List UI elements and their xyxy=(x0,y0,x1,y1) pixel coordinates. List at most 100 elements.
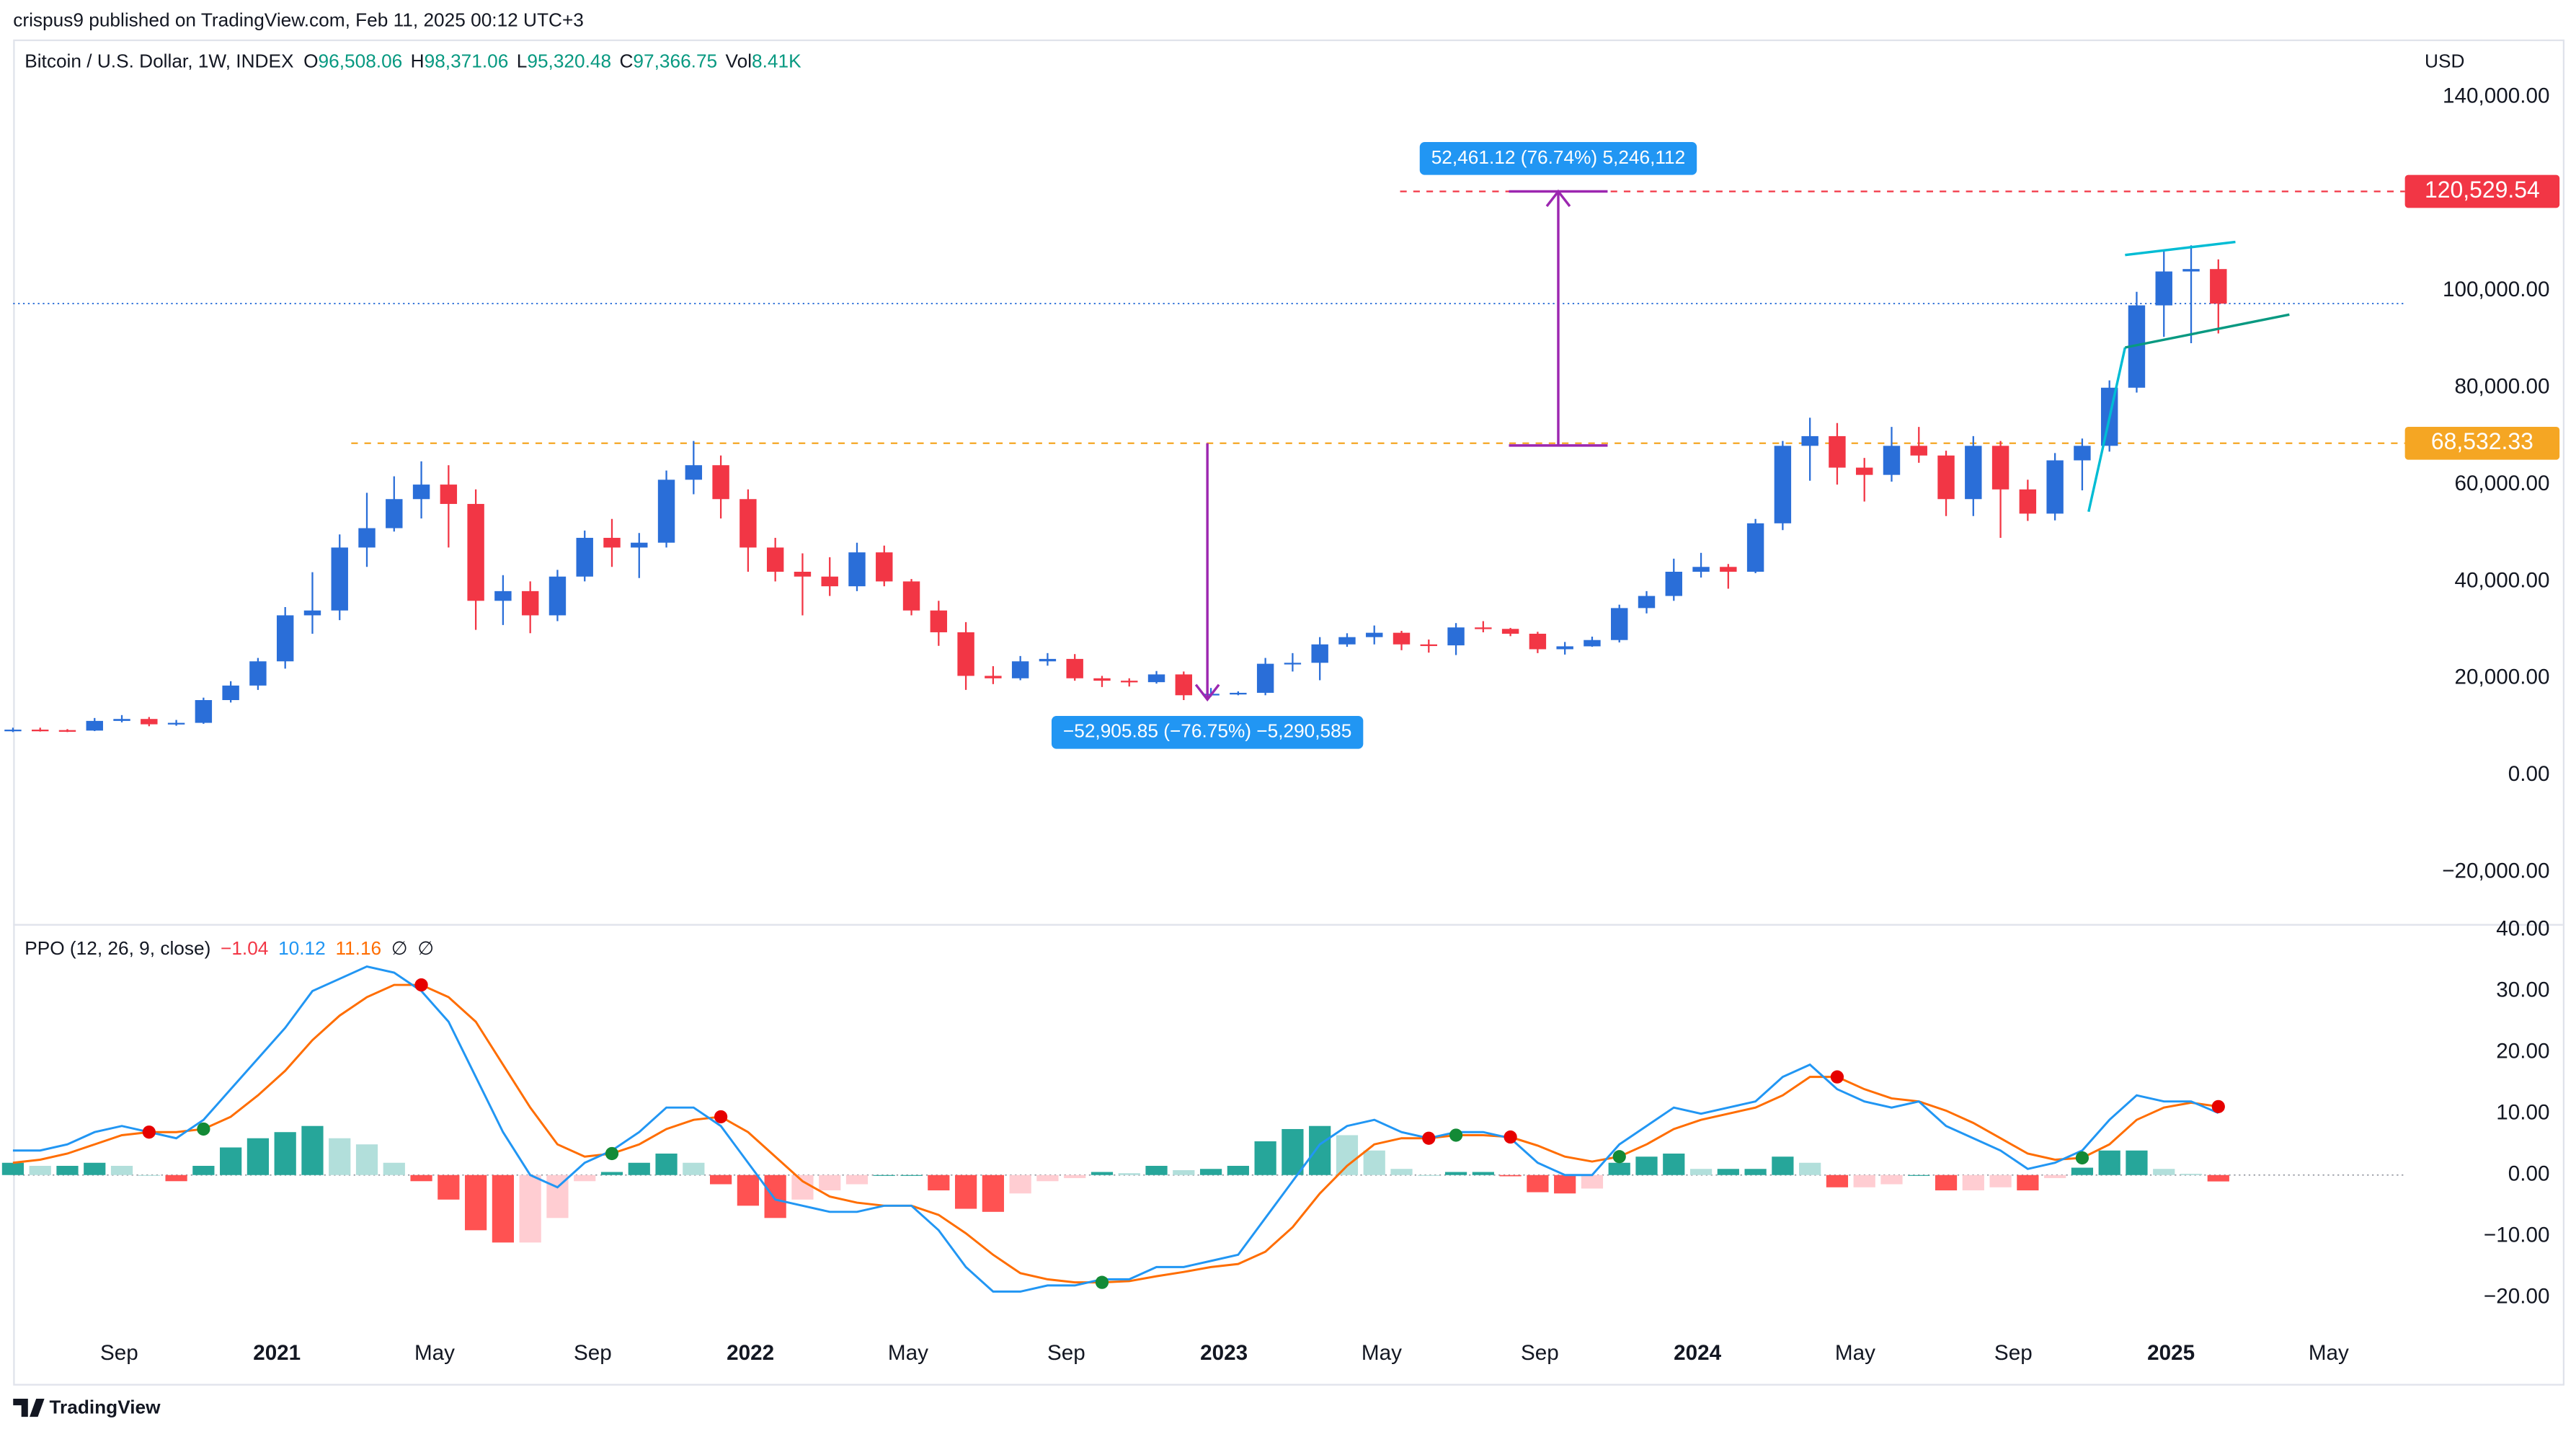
cross-dot xyxy=(1449,1128,1463,1142)
histogram-bar xyxy=(1118,1173,1140,1175)
x-tick-label: May xyxy=(414,1341,455,1365)
candle-body xyxy=(1338,637,1356,645)
candle-body xyxy=(467,503,484,601)
x-tick-label: May xyxy=(2309,1341,2349,1365)
candle-body xyxy=(521,590,539,616)
histogram-bar xyxy=(1908,1174,1930,1176)
candle-body xyxy=(1774,446,1792,523)
legend-key: C xyxy=(619,50,633,72)
candle-body xyxy=(821,576,838,587)
x-tick-label: Sep xyxy=(574,1341,612,1365)
candle-body xyxy=(1121,681,1138,683)
histogram-bar xyxy=(1962,1174,1984,1191)
cross-dot xyxy=(197,1122,210,1136)
histogram-bar xyxy=(1799,1162,1821,1175)
histogram-bar xyxy=(1282,1128,1304,1175)
x-tick-label: May xyxy=(888,1341,928,1365)
candle-body xyxy=(1393,632,1411,645)
cross-dot xyxy=(1422,1131,1436,1145)
histogram-bar xyxy=(2044,1174,2066,1179)
candle-body xyxy=(2046,460,2064,514)
x-tick-label: May xyxy=(1362,1341,1402,1365)
candle-body xyxy=(494,590,512,601)
y-tick-label: 20.00 xyxy=(2496,1039,2549,1063)
histogram-bar xyxy=(845,1174,869,1185)
candle-body xyxy=(358,528,376,548)
candle-body xyxy=(195,700,213,723)
histogram-bar xyxy=(655,1153,678,1175)
histogram-bar xyxy=(1499,1174,1522,1177)
candle-body xyxy=(1147,674,1165,683)
level-label-box xyxy=(2404,426,2560,460)
histogram-bar xyxy=(1363,1150,1385,1175)
histogram-bar xyxy=(1091,1172,1114,1175)
candle-body xyxy=(740,499,757,548)
ppo-title: PPO (12, 26, 9, close) xyxy=(25,937,210,959)
candle-body xyxy=(576,537,593,577)
cross-dot xyxy=(2211,1100,2225,1113)
candle-body xyxy=(58,730,76,732)
x-tick-label: 2023 xyxy=(1200,1341,1248,1365)
legend-key: H xyxy=(411,50,425,72)
legend-value: −1.04 xyxy=(221,937,268,959)
histogram-bar xyxy=(1009,1174,1031,1194)
candle-body xyxy=(1529,633,1547,650)
y-tick-label: 100,000.00 xyxy=(2443,278,2549,301)
candle-body xyxy=(440,485,458,504)
candle-body xyxy=(1366,632,1383,637)
histogram-bar xyxy=(1772,1156,1794,1175)
histogram-bar xyxy=(1717,1169,1739,1175)
histogram-bar xyxy=(2098,1150,2120,1175)
y-tick-label: 80,000.00 xyxy=(2455,375,2550,399)
candle-body xyxy=(848,552,866,587)
symbol-title: Bitcoin / U.S. Dollar, 1W, INDEX xyxy=(25,50,293,72)
ppo-legend: PPO (12, 26, 9, close) −1.04 10.12 11.16 ∅ ∅ xyxy=(25,937,434,959)
histogram-bar xyxy=(628,1162,650,1175)
histogram-bar xyxy=(709,1174,732,1185)
x-tick-label: May xyxy=(1835,1341,1875,1365)
histogram-bar xyxy=(1581,1174,1604,1189)
chart-frame xyxy=(13,39,2565,1386)
candle-body xyxy=(712,465,729,500)
histogram-bar xyxy=(873,1174,895,1176)
candle-body xyxy=(1475,627,1492,629)
y-tick-label: −20,000.00 xyxy=(2442,859,2549,882)
logo-mark xyxy=(13,1399,45,1417)
x-tick-label: 2022 xyxy=(727,1341,774,1365)
candle-body xyxy=(930,610,948,632)
candle-body xyxy=(1720,567,1737,572)
candle-body xyxy=(1965,446,1982,500)
histogram-bar xyxy=(1935,1174,1958,1191)
histogram-bar xyxy=(84,1162,106,1175)
candle-body xyxy=(876,552,893,582)
histogram-bar xyxy=(1472,1172,1494,1175)
logo: TradingView xyxy=(13,1397,161,1418)
candle-body xyxy=(249,661,267,686)
legend-key: O xyxy=(303,50,318,72)
histogram-bar xyxy=(438,1174,460,1200)
y-tick-label: 0.00 xyxy=(2508,1162,2550,1186)
histogram-bar xyxy=(1444,1172,1467,1175)
candle-body xyxy=(1256,663,1274,693)
cross-dot xyxy=(2075,1151,2089,1165)
histogram-bar xyxy=(138,1174,160,1176)
y-tick-label: 40.00 xyxy=(2496,916,2549,940)
x-tick-label: Sep xyxy=(1994,1341,2033,1365)
legend-value: 97,366.75 xyxy=(633,50,717,72)
candle-body xyxy=(1746,523,1764,572)
histogram-bar xyxy=(465,1174,487,1231)
cross-dot xyxy=(1612,1150,1626,1164)
histogram-bar xyxy=(982,1174,1004,1212)
legend-value: 10.12 xyxy=(278,937,326,959)
y-tick-label: −10.00 xyxy=(2484,1224,2550,1247)
candle-body xyxy=(1284,663,1302,665)
signal-line xyxy=(12,983,2219,1284)
candle-body xyxy=(1584,640,1601,647)
measure-label-box xyxy=(1051,715,1364,749)
histogram-bar xyxy=(1036,1174,1059,1182)
histogram-bar xyxy=(301,1125,324,1175)
candle-body xyxy=(1829,435,1846,468)
histogram-bar xyxy=(492,1174,515,1243)
candle-body xyxy=(766,547,784,572)
candle-body xyxy=(1039,658,1057,662)
